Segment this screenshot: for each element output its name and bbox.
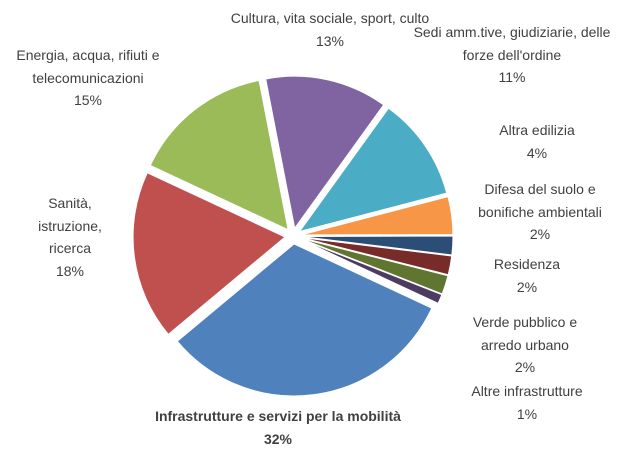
value-label: 11% — [410, 66, 615, 89]
value-label: 2% — [472, 276, 582, 299]
category-label: Altre infrastrutture — [452, 380, 602, 403]
value-label: 18% — [30, 260, 110, 283]
value-label: 1% — [452, 403, 602, 426]
value-label: 2% — [458, 223, 619, 246]
value-label: 4% — [482, 142, 592, 165]
slice-label: Infrastrutture e servizi per la mobilità… — [108, 405, 448, 450]
value-label: 32% — [108, 428, 448, 450]
category-label: Altra edilizia — [482, 119, 592, 142]
category-label: Difesa del suolo e bonifiche ambientali — [458, 178, 619, 223]
value-label: 15% — [3, 89, 173, 112]
category-label: Energia, acqua, rifiuti e telecomunicazi… — [3, 44, 173, 89]
category-label: Sanità, istruzione, ricerca — [30, 192, 110, 260]
value-label: 2% — [463, 356, 588, 379]
category-label: Residenza — [472, 253, 582, 276]
slice-label: Energia, acqua, rifiuti e telecomunicazi… — [3, 44, 173, 112]
category-label: Sedi amm.tive, giudiziarie, delle forze … — [410, 21, 615, 66]
slice-label: Sedi amm.tive, giudiziarie, delle forze … — [410, 21, 615, 89]
category-label: Infrastrutture e servizi per la mobilità — [108, 405, 448, 428]
category-label: Verde pubblico e arredo urbano — [463, 311, 588, 356]
